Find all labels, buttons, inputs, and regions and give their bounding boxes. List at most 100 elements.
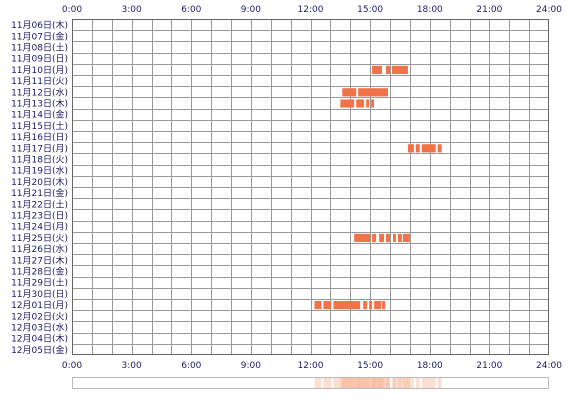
row-label: 11月08日(土) [11, 42, 68, 54]
summary-segment [342, 378, 357, 388]
bottom-tick-label: 9:00 [241, 361, 261, 371]
row-label: 11月20日(木) [11, 176, 68, 188]
row-label: 11月07日(金) [11, 30, 68, 42]
row-label: 12月03日(水) [11, 322, 68, 334]
activity-bar [333, 301, 361, 310]
row-label: 11月15日(土) [11, 120, 68, 132]
activity-bar [371, 99, 375, 108]
row-label: 11月13日(木) [11, 98, 68, 110]
summary-segment [407, 378, 414, 388]
bottom-tick-label: 15:00 [357, 361, 383, 371]
row-label: 11月26日(水) [11, 243, 68, 255]
summary-segment [392, 378, 408, 388]
summary-segment [386, 378, 390, 388]
bottom-tick-label: 21:00 [476, 361, 502, 371]
summary-segment [421, 378, 436, 388]
top-tick-label: 24:00 [536, 5, 562, 15]
row-label: 11月23日(日) [11, 211, 68, 222]
row-label: 11月06日(木) [11, 19, 68, 31]
row-label: 12月02日(火) [11, 311, 68, 322]
activity-bar [369, 301, 373, 310]
activity-bar [314, 301, 322, 310]
summary-segment [333, 378, 361, 388]
row-label: 11月14日(金) [11, 109, 68, 121]
summary-segment [354, 378, 371, 388]
activity-bar [363, 301, 368, 310]
activity-bar [366, 99, 370, 108]
summary-segment [369, 378, 373, 388]
summary-segment [323, 378, 332, 388]
activity-bar [372, 65, 382, 74]
bottom-tick-label: 0:00 [62, 361, 82, 371]
activity-bar [340, 99, 355, 108]
summary-segment [374, 378, 382, 388]
date-row-labels: 11月06日(木)11月07日(金)11月08日(土)11月09日(日)11月1… [11, 19, 68, 356]
row-label: 12月05日(金) [11, 344, 68, 356]
row-label: 11月21日(金) [11, 187, 68, 199]
activity-bar [421, 144, 436, 153]
activity-bars [314, 65, 442, 310]
activity-bar [392, 65, 408, 74]
activity-bar [393, 233, 396, 242]
top-tick-label: 15:00 [357, 5, 383, 15]
activity-bar [402, 233, 410, 242]
top-tick-label: 6:00 [181, 5, 201, 15]
bottom-tick-label: 3:00 [121, 361, 141, 371]
row-label: 11月22日(土) [11, 198, 68, 210]
row-label: 11月29日(土) [11, 277, 68, 289]
summary-segment [356, 378, 365, 388]
summary-segment [393, 378, 396, 388]
activity-bar [356, 99, 365, 108]
row-label: 12月04日(木) [11, 333, 68, 345]
summary-segment [340, 378, 355, 388]
activity-bar [437, 144, 442, 153]
row-label: 11月09日(日) [11, 54, 68, 65]
top-tick-label: 0:00 [62, 5, 82, 15]
top-tick-label: 21:00 [476, 5, 502, 15]
top-tick-label: 12:00 [298, 5, 324, 15]
activity-bar [358, 88, 388, 97]
activity-bar [372, 233, 377, 242]
activity-bar [379, 233, 385, 242]
summary-segment [402, 378, 410, 388]
top-tick-label: 3:00 [121, 5, 141, 15]
top-tick-label: 9:00 [241, 5, 261, 15]
plot-border [72, 19, 549, 355]
row-label: 12月01日(月) [11, 300, 68, 311]
activity-bar [323, 301, 332, 310]
row-label: 11月19日(水) [11, 165, 68, 177]
activity-bar [397, 233, 402, 242]
summary-segment [314, 378, 322, 388]
summary-segment [397, 378, 402, 388]
bottom-tick-label: 24:00 [536, 361, 562, 371]
summary-segment [437, 378, 442, 388]
grid [72, 19, 549, 355]
activity-bar [354, 233, 371, 242]
row-label: 11月28日(金) [11, 266, 68, 278]
row-label: 11月10日(月) [11, 65, 68, 76]
activity-bar [386, 233, 390, 242]
summary-segment [372, 378, 377, 388]
activity-bar [415, 144, 420, 153]
activity-bar [374, 301, 382, 310]
summary-segment [372, 378, 382, 388]
top-tick-label: 18:00 [417, 5, 443, 15]
bottom-tick-label: 6:00 [181, 361, 201, 371]
top-time-axis: 0:00 3:00 6:00 9:00 12:00 15:00 18:00 21:00 24:0… [62, 5, 562, 15]
row-label: 11月16日(日) [11, 132, 68, 143]
summary-strip [72, 377, 549, 389]
activity-bar [386, 65, 390, 74]
summary-box [72, 377, 549, 389]
activity-bar [382, 301, 386, 310]
activity-bar [342, 88, 357, 97]
activity-bar [407, 144, 414, 153]
summary-segment [386, 378, 390, 388]
row-label: 11月24日(月) [11, 222, 68, 233]
summary-segment [358, 378, 388, 388]
bottom-tick-label: 18:00 [417, 361, 443, 371]
bottom-time-axis: 0:00 3:00 6:00 9:00 12:00 15:00 18:00 21:00 24:0… [62, 361, 562, 371]
summary-segment [371, 378, 375, 388]
row-label: 11月25日(火) [11, 233, 68, 244]
